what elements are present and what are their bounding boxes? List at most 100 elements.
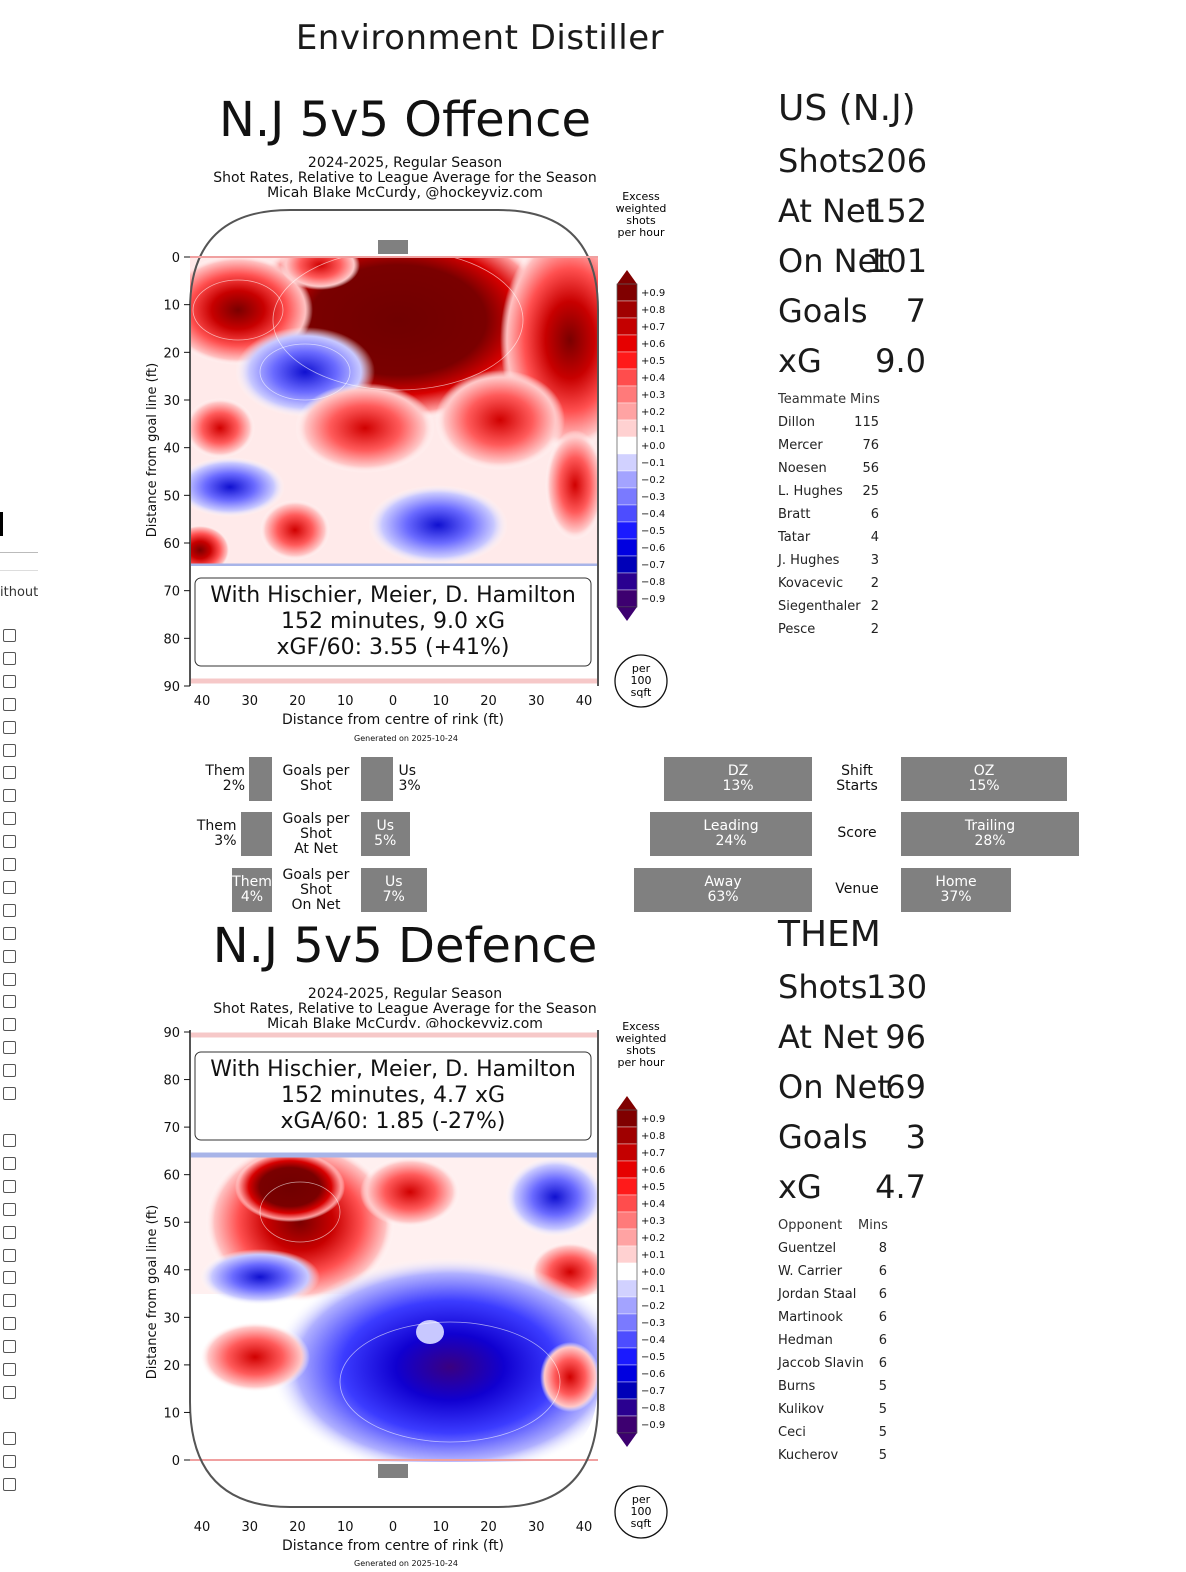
stat-label: Goals (778, 292, 868, 330)
player-checkbox[interactable] (3, 629, 16, 642)
stat-value: 9.0 (875, 342, 926, 380)
defence-colorbar: Excess weighted shots per hour +0.9+0.8+… (614, 1020, 668, 1539)
player-checkbox[interactable] (3, 721, 16, 734)
player-checkbox[interactable] (3, 1294, 16, 1307)
colorbar-swatch (616, 1330, 638, 1349)
player-checkbox[interactable] (3, 812, 16, 825)
player-checkbox[interactable] (3, 1064, 16, 1077)
colorbar-swatch (616, 572, 638, 591)
player-checkbox[interactable] (3, 1363, 16, 1376)
player-checkbox[interactable] (3, 1455, 16, 1468)
teammate-header: Teammate (778, 392, 847, 407)
shooting-row-label: Goals per Shot At Net (282, 811, 350, 857)
player-checkbox[interactable] (3, 927, 16, 940)
x-tick-label: 30 (241, 1520, 258, 1535)
offence-heatmap: With Hischier, Meier, D. Hamilton 152 mi… (145, 209, 599, 743)
colorbar-swatch (616, 334, 638, 353)
table-row-mins: 5 (878, 1425, 887, 1440)
table-row-mins: 5 (878, 1402, 887, 1417)
player-checkbox[interactable] (3, 1180, 16, 1193)
table-row-mins: 8 (878, 1241, 887, 1256)
offence-subtitle-line: 2024-2025, Regular Season (307, 155, 503, 171)
defence-xlabel: Distance from centre of rink (ft) (282, 1538, 504, 1554)
colorbar-tick: +0.5 (641, 1182, 665, 1193)
colorbar-swatch (616, 1160, 638, 1179)
colorbar-swatch (616, 453, 638, 472)
table-row-name: Noesen (778, 461, 827, 476)
player-checkbox[interactable] (3, 1386, 16, 1399)
player-checkbox[interactable] (3, 1018, 16, 1031)
y-tick-label: 60 (163, 537, 180, 552)
stat-value: 206 (866, 142, 928, 180)
x-tick-label: 40 (194, 1520, 211, 1535)
player-checkbox[interactable] (3, 835, 16, 848)
y-tick-label: 50 (163, 489, 180, 504)
defence-generated: Generated on 2025-10-24 (354, 1559, 458, 1568)
offence-subtitle-line: Shot Rates, Relative to League Average f… (213, 170, 597, 186)
shooting-row-label: Goals per Shot On Net (282, 867, 350, 913)
player-checkbox[interactable] (3, 744, 16, 757)
colorbar-swatch (616, 1364, 638, 1383)
player-checkbox[interactable] (3, 1340, 16, 1353)
table-row-name: Guentzel (778, 1241, 837, 1256)
player-checkbox[interactable] (3, 1478, 16, 1491)
stat-label: At Net (778, 192, 879, 230)
table-row-mins: 56 (862, 461, 879, 476)
player-checkbox[interactable] (3, 1203, 16, 1216)
player-checkbox[interactable] (3, 1432, 16, 1445)
us-bar: Us 7% (361, 868, 427, 912)
player-checkbox[interactable] (3, 995, 16, 1008)
us-bar (361, 757, 393, 801)
colorbar-tick: −0.5 (641, 1352, 665, 1363)
player-checkbox[interactable] (3, 973, 16, 986)
colorbar-swatch (616, 555, 638, 574)
player-checkbox[interactable] (3, 950, 16, 963)
player-checkbox[interactable] (3, 789, 16, 802)
player-checkbox[interactable] (3, 1271, 16, 1284)
player-checkbox[interactable] (3, 1157, 16, 1170)
x-tick-label: 40 (576, 1520, 593, 1535)
player-checkbox[interactable] (3, 858, 16, 871)
y-tick-label: 80 (163, 632, 180, 647)
opponent-mins-header: Mins (858, 1218, 888, 1233)
sidebar-input-edge[interactable] (0, 512, 3, 536)
player-checkbox[interactable] (3, 904, 16, 917)
colorbar-tick: +0.1 (641, 1250, 665, 1261)
colorbar-swatch (616, 1398, 638, 1417)
teammate-mins-header: Mins (850, 392, 880, 407)
colorbar-tick: +0.1 (641, 424, 665, 435)
player-checkbox[interactable] (3, 1317, 16, 1330)
player-checkbox[interactable] (3, 1226, 16, 1239)
table-row-mins: 5 (878, 1379, 887, 1394)
colorbar-tick: −0.2 (641, 475, 665, 486)
player-checkbox[interactable] (3, 675, 16, 688)
stat-value: 4.7 (875, 1168, 926, 1206)
colorbar-swatch (616, 1415, 638, 1434)
table-row-name: Martinook (778, 1310, 843, 1325)
colorbar-tick: +0.3 (641, 1216, 665, 1227)
player-checkbox[interactable] (3, 1249, 16, 1262)
x-tick-label: 0 (389, 694, 397, 709)
colorbar-swatch (616, 504, 638, 523)
table-row-name: J. Hughes (778, 553, 840, 568)
player-checkbox[interactable] (3, 652, 16, 665)
table-row-mins: 25 (862, 484, 879, 499)
colorbar-swatch (616, 1347, 638, 1366)
x-tick-label: 20 (480, 1520, 497, 1535)
player-checkbox[interactable] (3, 1087, 16, 1100)
y-tick-label: 20 (163, 1359, 180, 1374)
table-row-name: Burns (778, 1379, 816, 1394)
player-checkbox[interactable] (3, 766, 16, 779)
them-bar (249, 757, 272, 801)
colorbar-title: per hour (618, 1056, 665, 1069)
player-checkbox[interactable] (3, 698, 16, 711)
stat-label: On Net (778, 1068, 890, 1106)
player-checkbox[interactable] (3, 1041, 16, 1054)
table-row-name: W. Carrier (778, 1264, 843, 1279)
player-checkbox[interactable] (3, 1134, 16, 1147)
colorbar-tick: −0.3 (641, 492, 665, 503)
defence-subtitle-line: Shot Rates, Relative to League Average f… (213, 1001, 597, 1017)
stat-label: xG (778, 342, 822, 380)
colorbar-tick: −0.8 (641, 577, 665, 588)
player-checkbox[interactable] (3, 881, 16, 894)
